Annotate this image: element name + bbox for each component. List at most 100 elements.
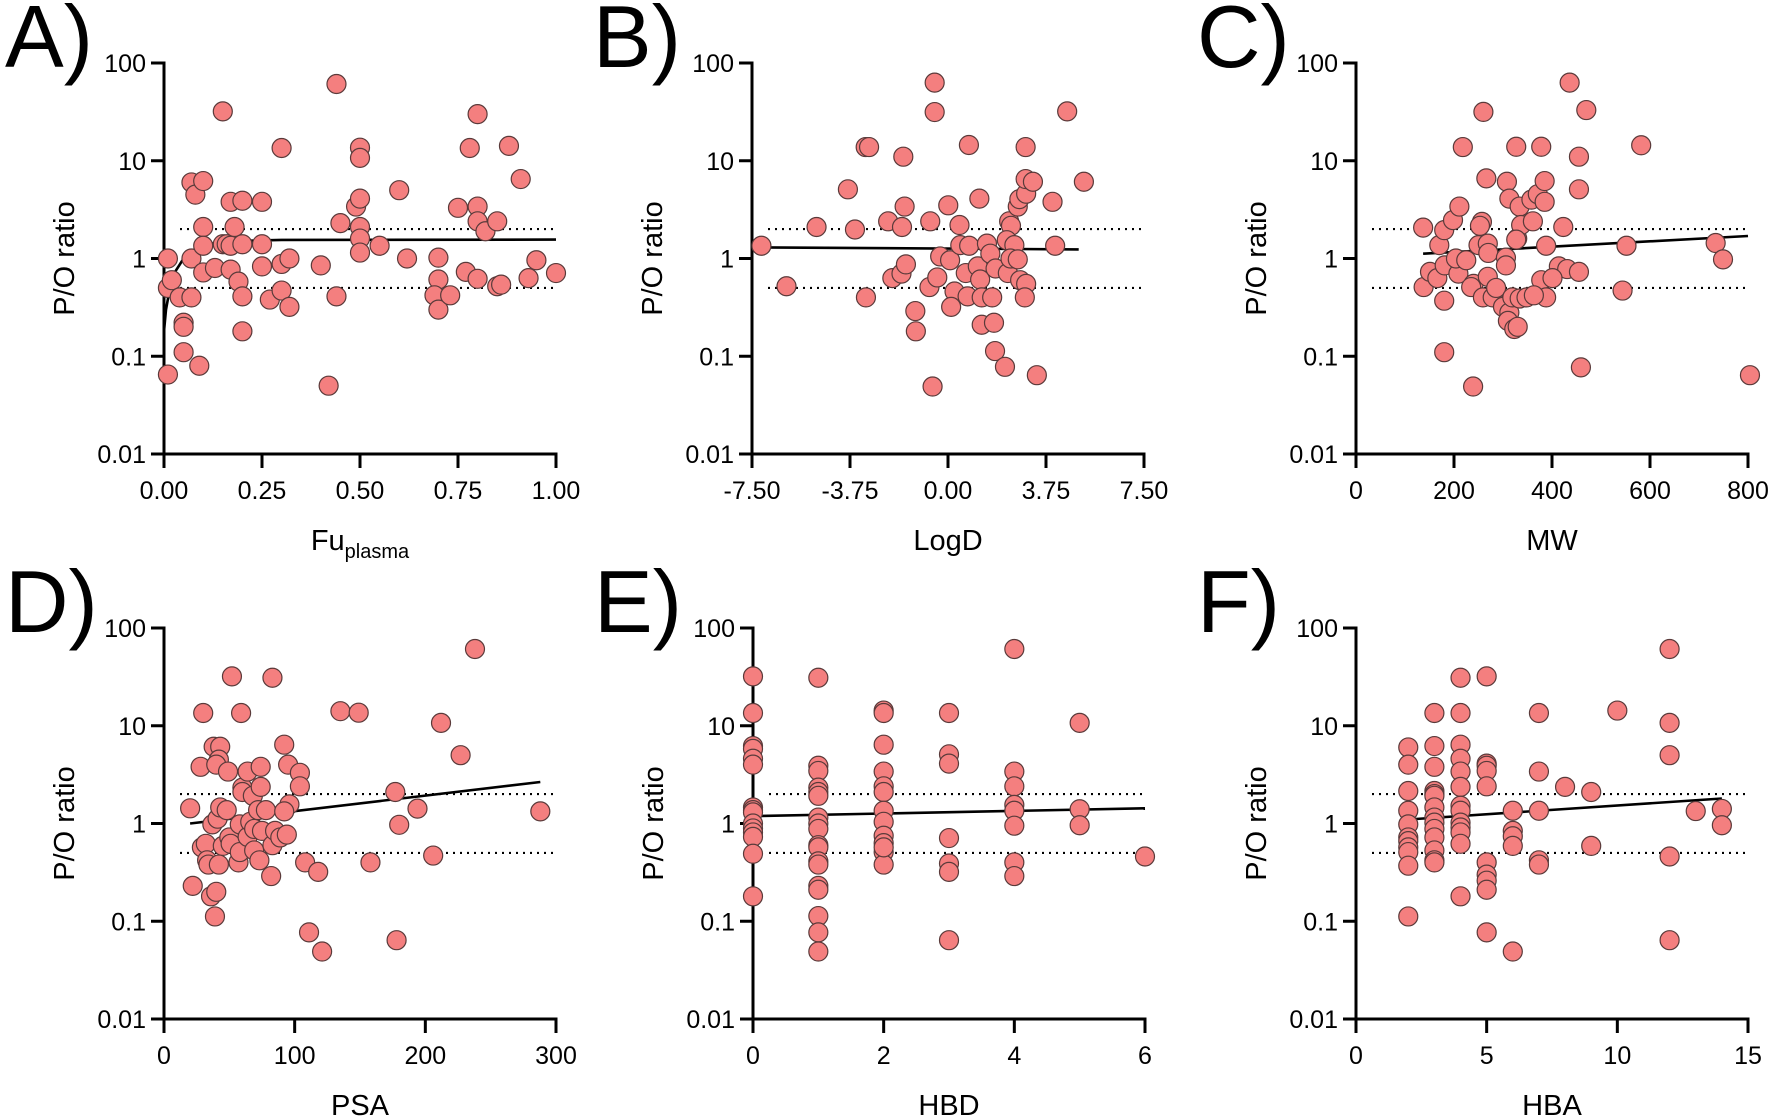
data-point [1553, 216, 1574, 238]
data-point [1711, 815, 1732, 836]
y-tick-label: 10 [1310, 713, 1338, 741]
data-point [983, 312, 1005, 333]
y-tick-label: 100 [1296, 615, 1338, 643]
y-tick-label: 100 [1296, 50, 1338, 78]
x-tick-label: 5 [1480, 1042, 1494, 1070]
data-point [1534, 191, 1555, 212]
x-tick-label: 4 [1007, 1042, 1021, 1070]
data-point [959, 235, 980, 256]
data-point [1542, 268, 1563, 289]
y-tick-label: 100 [692, 50, 734, 78]
data-point [274, 801, 295, 822]
data-point [1026, 365, 1047, 386]
data-point [1506, 136, 1527, 157]
data-point [1486, 277, 1507, 299]
data-point [808, 879, 829, 900]
y-tick-label: 0.01 [97, 1006, 146, 1034]
data-point [1434, 290, 1455, 311]
panel-c: C) 100 10 1 0.1 0.01 0 200 400 600 800 P/O ratio MW [1197, 0, 1769, 557]
data-point [1659, 712, 1680, 733]
data-point [982, 287, 1003, 308]
data-point [349, 242, 371, 263]
x-tick-label: 200 [1433, 477, 1475, 505]
y-tick-label: 0.1 [699, 343, 734, 371]
data-point [182, 875, 203, 896]
data-point [276, 824, 297, 845]
data-point [385, 781, 406, 803]
data-point [232, 286, 253, 307]
y-axis-title: P/O ratio [637, 201, 669, 315]
data-point [1450, 702, 1471, 724]
data-point [1528, 854, 1550, 875]
data-point [216, 800, 237, 821]
data-point [1568, 146, 1590, 167]
data-point [894, 196, 915, 217]
data-point [1073, 171, 1094, 192]
data-point [308, 861, 329, 882]
data-point [927, 267, 948, 288]
panel-label: F) [1197, 552, 1280, 651]
data-point [1424, 735, 1445, 757]
data-point [1581, 835, 1602, 856]
data-point [298, 922, 320, 943]
data-point [262, 667, 283, 688]
x-axis-title: PSA [331, 1090, 390, 1116]
data-point [1659, 846, 1680, 867]
x-tick-label: 0.50 [336, 477, 385, 505]
x-tick-label: 0.00 [140, 477, 189, 505]
y-tick-label: 0.01 [1289, 441, 1338, 469]
data-point [193, 216, 214, 238]
data-point [1450, 833, 1471, 854]
x-tick-label: 1.00 [532, 477, 581, 505]
data-point [938, 827, 960, 849]
data-point [274, 734, 295, 755]
data-point [369, 235, 390, 256]
data-point [808, 854, 829, 875]
data-point [428, 247, 449, 268]
data-point [349, 188, 371, 209]
y-tick-label: 0.01 [1289, 1006, 1338, 1034]
data-point [251, 191, 273, 212]
x-tick-label: -3.75 [822, 477, 879, 505]
data-point [1069, 815, 1090, 836]
data-point [751, 235, 772, 256]
data-point [938, 930, 960, 951]
data-point [1469, 215, 1491, 236]
data-point [310, 255, 331, 276]
data-point [895, 254, 917, 275]
data-point [1506, 229, 1527, 250]
data-point [271, 137, 292, 159]
y-tick-label: 10 [707, 713, 735, 741]
data-point [1057, 101, 1078, 122]
data-point [1528, 702, 1550, 724]
data-point [1581, 781, 1602, 803]
y-axis-title: P/O ratio [638, 766, 670, 880]
data-point [423, 845, 444, 866]
data-point [837, 179, 859, 200]
data-point [893, 146, 914, 167]
panel-label: A) [5, 0, 93, 86]
x-axis-title: HBD [918, 1090, 979, 1116]
data-point [526, 250, 547, 271]
x-tick-label: 0 [157, 1042, 171, 1070]
data-point [742, 826, 764, 847]
panel-label: E) [594, 552, 682, 651]
data-point [157, 364, 179, 385]
data-point [1398, 780, 1419, 802]
data-point [1554, 776, 1576, 797]
data-point [924, 101, 945, 123]
data-point [193, 170, 214, 192]
data-point [958, 134, 980, 156]
panel-e: E) 100 10 1 0.1 0.01 0 2 4 6 P/O ratio HBD [594, 552, 1156, 1116]
y-tick-label: 0.01 [97, 441, 146, 469]
data-point [1685, 800, 1706, 822]
data-point [396, 248, 418, 269]
data-point [545, 262, 567, 284]
y-tick-label: 1 [720, 246, 734, 274]
data-point [326, 73, 347, 95]
data-point [1536, 235, 1557, 256]
data-point [1398, 855, 1419, 876]
data-point [938, 861, 960, 882]
x-tick-label: 0 [1349, 477, 1363, 505]
data-point [1570, 357, 1592, 378]
